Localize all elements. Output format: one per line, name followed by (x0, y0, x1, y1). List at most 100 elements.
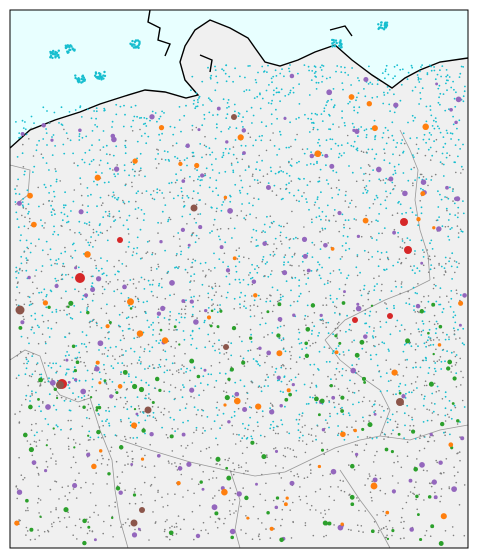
solar-generator-point (462, 168, 464, 171)
hydro-generator-point (359, 339, 365, 345)
wind-generator-point (378, 232, 380, 235)
hydro-generator-point (350, 463, 355, 469)
hydro-generator-point (304, 353, 310, 358)
wind-generator-point (228, 75, 231, 78)
wind-generator-point (251, 263, 254, 266)
wind-generator-point (308, 131, 311, 133)
wind-generator-point (363, 129, 366, 132)
solar-generator-point (241, 452, 244, 455)
solar-generator-point (29, 300, 32, 303)
wind-generator-point (218, 235, 220, 238)
wind-generator-point (231, 395, 234, 398)
wind-generator-point (446, 152, 448, 155)
wind-generator-point (368, 180, 371, 182)
solar-generator-point (273, 243, 275, 245)
wind-generator-point (24, 373, 27, 376)
wind-generator-point (91, 130, 94, 132)
wind-generator-point (270, 77, 273, 80)
solar-generator-point (455, 386, 458, 388)
wind-generator-point (139, 362, 142, 365)
wind-generator-point (408, 391, 411, 394)
biomass-generator-point (234, 391, 240, 397)
offshore-wind-point (97, 75, 101, 79)
wind-generator-point (375, 153, 378, 156)
wind-generator-point (298, 342, 301, 345)
wind-generator-point (452, 123, 455, 126)
solar-generator-point (266, 456, 268, 459)
wind-generator-point (18, 193, 21, 196)
solar-generator-point (436, 461, 439, 464)
wind-generator-point (317, 334, 319, 337)
biomass-generator-point (449, 107, 453, 112)
wind-generator-point (127, 375, 130, 378)
wind-generator-point (186, 157, 189, 160)
wind-generator-point (438, 216, 440, 219)
wind-generator-point (429, 109, 432, 111)
gas-generator-point (42, 300, 49, 306)
wind-generator-point (312, 126, 315, 129)
solar-generator-point (250, 380, 253, 383)
wind-generator-point (414, 250, 416, 252)
wind-generator-point (311, 241, 314, 244)
solar-generator-point (55, 507, 57, 509)
wind-generator-point (414, 86, 417, 88)
wind-generator-point (274, 69, 277, 72)
solar-generator-point (419, 173, 422, 176)
solar-generator-point (176, 469, 179, 471)
solar-generator-point (87, 394, 90, 397)
wind-generator-point (404, 424, 406, 427)
wind-generator-point (25, 394, 28, 397)
solar-generator-point (199, 504, 201, 507)
biomass-generator-point (109, 394, 114, 399)
solar-generator-point (224, 458, 226, 461)
wind-generator-point (334, 312, 336, 314)
wind-generator-point (224, 241, 227, 244)
solar-generator-point (79, 183, 82, 185)
biomass-generator-point (225, 268, 231, 273)
gas-generator-point (448, 442, 454, 448)
wind-generator-point (298, 83, 300, 85)
solar-generator-point (208, 478, 210, 481)
wind-generator-point (351, 171, 354, 174)
wind-generator-point (450, 409, 452, 412)
wind-generator-point (55, 170, 57, 173)
solar-generator-point (64, 246, 66, 249)
wind-generator-point (107, 337, 110, 340)
wind-generator-point (210, 373, 213, 376)
wind-generator-point (122, 201, 125, 204)
solar-generator-point (183, 372, 185, 374)
hydro-generator-point (341, 301, 346, 305)
solar-generator-point (137, 405, 140, 407)
solar-generator-point (116, 476, 119, 478)
wind-generator-point (203, 118, 206, 120)
wind-generator-point (391, 181, 394, 184)
wind-generator-point (429, 146, 432, 149)
wind-generator-point (16, 286, 18, 288)
wind-generator-point (305, 283, 308, 285)
hydro-generator-point (199, 480, 203, 484)
solar-generator-point (261, 231, 263, 234)
solar-generator-point (416, 508, 419, 511)
solar-generator-point (172, 144, 174, 147)
solar-generator-point (174, 347, 176, 349)
solar-generator-point (95, 504, 97, 507)
solar-generator-point (86, 532, 89, 535)
hydro-generator-point (53, 387, 58, 392)
wind-generator-point (445, 129, 448, 132)
biomass-generator-point (177, 466, 183, 471)
solar-generator-point (390, 432, 393, 435)
solar-generator-point (92, 293, 95, 296)
wind-generator-point (403, 412, 406, 415)
wind-generator-point (161, 426, 164, 429)
wind-generator-point (389, 418, 392, 421)
solar-generator-point (292, 449, 295, 452)
solar-generator-point (381, 283, 383, 286)
wind-generator-point (346, 235, 349, 238)
wind-generator-point (95, 267, 98, 270)
wind-generator-point (314, 201, 317, 204)
solar-generator-point (263, 435, 266, 438)
wind-generator-point (441, 65, 444, 67)
solar-generator-point (67, 485, 69, 487)
wind-generator-point (186, 164, 188, 167)
wind-generator-point (198, 95, 201, 98)
